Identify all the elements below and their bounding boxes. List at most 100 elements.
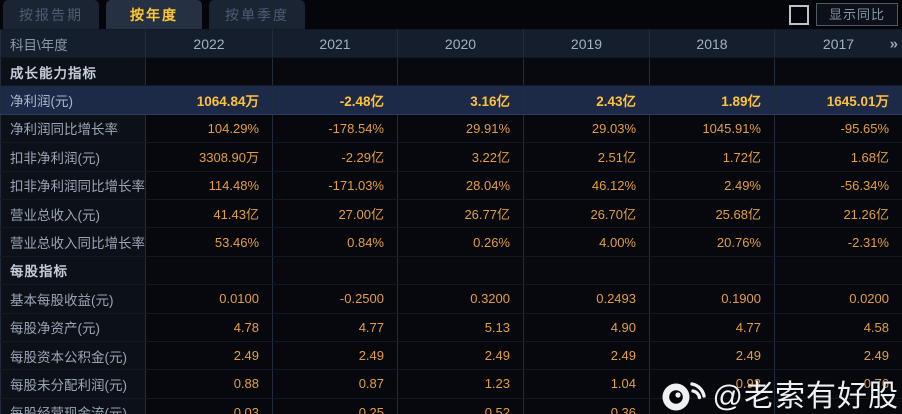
more-years-icon[interactable]: » — [889, 35, 898, 52]
year-header-2019: 2019 — [523, 29, 650, 58]
show-yoy-checkbox[interactable] — [788, 4, 809, 25]
value-cell: 20.76% — [649, 227, 775, 257]
row-label: 基本每股收益(元) — [0, 284, 146, 314]
tab-single-quarter[interactable]: 按单季度 — [209, 0, 305, 29]
value-cell: 0.93 — [649, 369, 775, 399]
row-label: 每股经营现金流(元) — [0, 397, 146, 414]
value-cell — [649, 56, 775, 87]
section-row[interactable]: 每股指标 — [0, 255, 902, 286]
row-label: 成长能力指标 — [0, 56, 146, 87]
value-cell: 0.88 — [145, 369, 273, 399]
value-cell: 4.77 — [649, 312, 775, 342]
value-cell: -56.34% — [774, 170, 902, 200]
value-cell: 2.43亿 — [523, 85, 650, 115]
row-label: 扣非净利润同比增长率 — [0, 170, 146, 200]
row-label: 净利润(元) — [0, 85, 146, 115]
value-cell: 2.51亿 — [523, 142, 650, 172]
value-cell: 0.0200 — [774, 284, 902, 314]
yoy-controls: 显示同比 — [788, 3, 898, 26]
value-cell: 25.68亿 — [649, 198, 775, 229]
table-row[interactable]: 净利润(元) 1064.84万 -2.48亿 3.16亿 2.43亿 1.89亿 1645.… — [0, 85, 902, 115]
section-row[interactable]: 成长能力指标 — [0, 56, 902, 87]
table-row[interactable]: 净利润同比增长率 104.29% -178.54% 29.91% 29.03% 1045.… — [0, 113, 902, 144]
value-cell: 4.00% — [523, 227, 650, 257]
value-cell: 27.00亿 — [272, 198, 398, 229]
value-cell: 1064.84万 — [145, 85, 273, 115]
value-cell: 104.29% — [145, 113, 273, 144]
value-cell: -2.48亿 — [272, 85, 398, 115]
value-cell: 5.13 — [397, 312, 524, 342]
table-row[interactable]: 每股经营现金流(元) 0.03 0.25 0.52 0.36 — [0, 397, 902, 414]
table-row[interactable]: 每股资本公积金(元) 2.49 2.49 2.49 2.49 2.49 2.49 — [0, 340, 902, 371]
value-cell: 3.16亿 — [397, 85, 524, 115]
value-cell: 53.46% — [145, 227, 273, 257]
table-row[interactable]: 扣非净利润(元) 3308.90万 -2.29亿 3.22亿 2.51亿 1.72亿 1.6… — [0, 142, 902, 172]
value-cell — [774, 56, 902, 87]
row-label: 营业总收入(元) — [0, 198, 146, 229]
value-cell: -178.54% — [272, 113, 398, 144]
value-cell: 0.1900 — [649, 284, 775, 314]
value-cell: 1645.01万 — [774, 85, 902, 115]
year-header-2020: 2020 — [397, 29, 524, 58]
year-header-2018: 2018 — [649, 29, 775, 58]
value-cell: 46.12% — [523, 170, 650, 200]
row-label: 净利润同比增长率 — [0, 113, 146, 144]
value-cell: 4.77 — [272, 312, 398, 342]
value-cell — [397, 255, 524, 286]
value-cell: 0.2493 — [523, 284, 650, 314]
value-cell: 1.68亿 — [774, 142, 902, 172]
value-cell: -2.31% — [774, 227, 902, 257]
value-cell — [272, 56, 398, 87]
value-cell: 26.77亿 — [397, 198, 524, 229]
table-row[interactable]: 每股未分配利润(元) 0.88 0.87 1.23 1.04 0.93 0.76 — [0, 369, 902, 399]
value-cell — [397, 56, 524, 87]
value-cell: 29.03% — [523, 113, 650, 144]
row-label: 每股资本公积金(元) — [0, 340, 146, 371]
show-yoy-label[interactable]: 显示同比 — [815, 3, 898, 26]
table-row[interactable]: 每股净资产(元) 4.78 4.77 5.13 4.90 4.77 4.58 — [0, 312, 902, 342]
tab-report-period[interactable]: 按报告期 — [3, 0, 99, 29]
table-row[interactable]: 基本每股收益(元) 0.0100 -0.2500 0.3200 0.2493 0.1900… — [0, 284, 902, 314]
value-cell: 2.49 — [649, 340, 775, 371]
value-cell — [272, 255, 398, 286]
row-label: 每股指标 — [0, 255, 146, 286]
value-cell: 0.84% — [272, 227, 398, 257]
value-cell — [649, 397, 775, 414]
table-row[interactable]: 扣非净利润同比增长率 114.48% -171.03% 28.04% 46.12% 2.4… — [0, 170, 902, 200]
value-cell: 114.48% — [145, 170, 273, 200]
value-cell — [145, 56, 273, 87]
value-cell: 0.36 — [523, 397, 650, 414]
value-cell: 28.04% — [397, 170, 524, 200]
value-cell: 0.87 — [272, 369, 398, 399]
value-cell — [649, 255, 775, 286]
value-cell: 2.49 — [145, 340, 273, 371]
row-label: 每股未分配利润(元) — [0, 369, 146, 399]
year-header-2017: 2017» — [774, 29, 902, 58]
row-label: 扣非净利润(元) — [0, 142, 146, 172]
value-cell: -171.03% — [272, 170, 398, 200]
value-cell — [145, 255, 273, 286]
table-row[interactable]: 营业总收入同比增长率 53.46% 0.84% 0.26% 4.00% 20.76% -2.… — [0, 227, 902, 257]
value-cell: 2.49 — [397, 340, 524, 371]
value-cell: 21.26亿 — [774, 198, 902, 229]
value-cell: 1045.91% — [649, 113, 775, 144]
table-row[interactable]: 营业总收入(元) 41.43亿 27.00亿 26.77亿 26.70亿 25.68亿 21… — [0, 198, 902, 229]
row-label: 每股净资产(元) — [0, 312, 146, 342]
value-cell: 29.91% — [397, 113, 524, 144]
value-cell: 0.52 — [397, 397, 524, 414]
period-tabbar: 按报告期 按年度 按单季度 显示同比 — [0, 0, 902, 29]
value-cell: 1.72亿 — [649, 142, 775, 172]
corner-header: 科目\年度 — [0, 29, 146, 58]
tab-yearly[interactable]: 按年度 — [106, 0, 202, 29]
value-cell: -0.2500 — [272, 284, 398, 314]
value-cell: 3.22亿 — [397, 142, 524, 172]
value-cell: 2.49 — [774, 340, 902, 371]
year-header-2021: 2021 — [272, 29, 398, 58]
financial-table: 科目\年度 2022 2021 2020 2019 2018 2017» 成长能力指标 净利… — [0, 29, 902, 414]
value-cell: 1.04 — [523, 369, 650, 399]
value-cell: 1.23 — [397, 369, 524, 399]
value-cell — [523, 255, 650, 286]
value-cell: 2.49 — [272, 340, 398, 371]
value-cell: 26.70亿 — [523, 198, 650, 229]
